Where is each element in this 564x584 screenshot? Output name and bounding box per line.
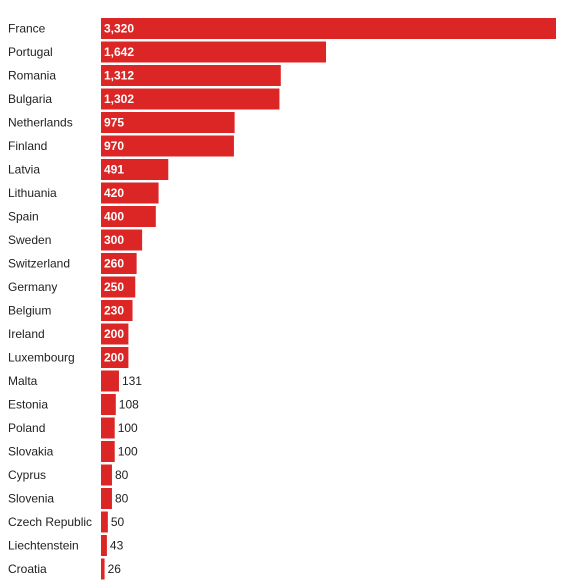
category-label: Slovenia xyxy=(8,492,54,506)
value-label: 230 xyxy=(104,304,124,318)
value-label: 250 xyxy=(104,280,124,294)
category-label: Czech Republic xyxy=(8,515,92,529)
bar xyxy=(101,323,129,345)
bar xyxy=(101,41,327,63)
category-label: Finland xyxy=(8,139,47,153)
bar xyxy=(101,300,133,321)
bar-row-bulgaria: Bulgaria 1,302 xyxy=(8,88,280,110)
value-label: 400 xyxy=(104,210,124,224)
value-label: 975 xyxy=(104,116,124,130)
bar-row-croatia: Croatia 26 xyxy=(8,558,122,580)
category-label: Malta xyxy=(8,374,38,388)
value-label: 260 xyxy=(104,257,124,271)
category-label: Latvia xyxy=(8,163,40,177)
bar xyxy=(101,558,105,580)
bar-row-estonia: Estonia 108 xyxy=(8,394,139,415)
bar xyxy=(101,370,119,392)
bar-row-czech-republic: Czech Republic 50 xyxy=(8,511,125,533)
category-label: Spain xyxy=(8,210,39,224)
value-label: 491 xyxy=(104,163,124,177)
value-label: 970 xyxy=(104,139,124,153)
bar xyxy=(101,18,556,39)
category-label: France xyxy=(8,22,46,36)
bar xyxy=(101,65,281,86)
bar-row-finland: Finland 970 xyxy=(8,135,234,157)
bar-row-slovenia: Slovenia 80 xyxy=(8,488,129,509)
value-label: 50 xyxy=(111,515,125,529)
bar xyxy=(101,276,136,298)
value-label: 420 xyxy=(104,186,124,200)
bar-row-liechtenstein: Liechtenstein 43 xyxy=(8,535,124,556)
category-label: Lithuania xyxy=(8,186,57,200)
bar-row-luxembourg: Luxembourg 200 xyxy=(8,347,129,368)
bar-row-latvia: Latvia 491 xyxy=(8,159,169,180)
bar xyxy=(101,229,143,251)
bar-row-germany: Germany 250 xyxy=(8,276,136,298)
bar-row-netherlands: Netherlands 975 xyxy=(8,112,235,133)
bar-row-lithuania: Lithuania 420 xyxy=(8,182,159,204)
bar xyxy=(101,159,169,180)
category-label: Sweden xyxy=(8,233,51,247)
bar xyxy=(101,511,108,533)
value-label: 80 xyxy=(115,492,129,506)
value-label: 131 xyxy=(122,374,142,388)
category-label: Portugal xyxy=(8,45,53,59)
category-label: Romania xyxy=(8,69,56,83)
bar-row-sweden: Sweden 300 xyxy=(8,229,143,251)
bar xyxy=(101,347,129,368)
value-label: 108 xyxy=(119,398,139,412)
bar-row-ireland: Ireland 200 xyxy=(8,323,129,345)
bar-row-cyprus: Cyprus 80 xyxy=(8,464,129,486)
bar-row-switzerland: Switzerland 260 xyxy=(8,253,137,274)
value-label: 100 xyxy=(118,421,138,435)
bar-row-spain: Spain 400 xyxy=(8,206,156,227)
bar xyxy=(101,88,280,110)
bar xyxy=(101,112,235,133)
value-label: 1,312 xyxy=(104,69,134,83)
bar xyxy=(101,464,112,486)
category-label: Belgium xyxy=(8,304,51,318)
bar xyxy=(101,206,156,227)
bar-row-malta: Malta 131 xyxy=(8,370,142,392)
category-label: Bulgaria xyxy=(8,92,52,106)
category-label: Croatia xyxy=(8,562,47,576)
bar-row-belgium: Belgium 230 xyxy=(8,300,133,321)
value-label: 300 xyxy=(104,233,124,247)
bar xyxy=(101,253,137,274)
category-label: Estonia xyxy=(8,398,48,412)
category-label: Luxembourg xyxy=(8,351,75,365)
category-label: Liechtenstein xyxy=(8,539,79,553)
category-label: Switzerland xyxy=(8,257,70,271)
category-label: Slovakia xyxy=(8,445,54,459)
bar-row-portugal: Portugal 1,642 xyxy=(8,41,327,63)
category-label: Ireland xyxy=(8,327,45,341)
bar-row-romania: Romania 1,312 xyxy=(8,65,281,86)
bar-row-poland: Poland 100 xyxy=(8,417,138,439)
value-label: 200 xyxy=(104,351,124,365)
bar xyxy=(101,441,115,462)
bar xyxy=(101,535,107,556)
value-label: 43 xyxy=(110,539,124,553)
value-label: 80 xyxy=(115,468,129,482)
bar-row-slovakia: Slovakia 100 xyxy=(8,441,138,462)
bar xyxy=(101,182,159,204)
category-label: Netherlands xyxy=(8,116,73,130)
value-label: 3,320 xyxy=(104,22,134,36)
bar-row-france: France 3,320 xyxy=(8,18,556,39)
bar xyxy=(101,135,234,157)
bar xyxy=(101,488,112,509)
category-label: Germany xyxy=(8,280,57,294)
value-label: 200 xyxy=(104,327,124,341)
category-label: Cyprus xyxy=(8,468,46,482)
value-label: 1,642 xyxy=(104,45,134,59)
value-label: 26 xyxy=(108,562,122,576)
bar xyxy=(101,394,116,415)
value-label: 1,302 xyxy=(104,92,134,106)
bar xyxy=(101,417,115,439)
value-label: 100 xyxy=(118,445,138,459)
category-label: Poland xyxy=(8,421,45,435)
